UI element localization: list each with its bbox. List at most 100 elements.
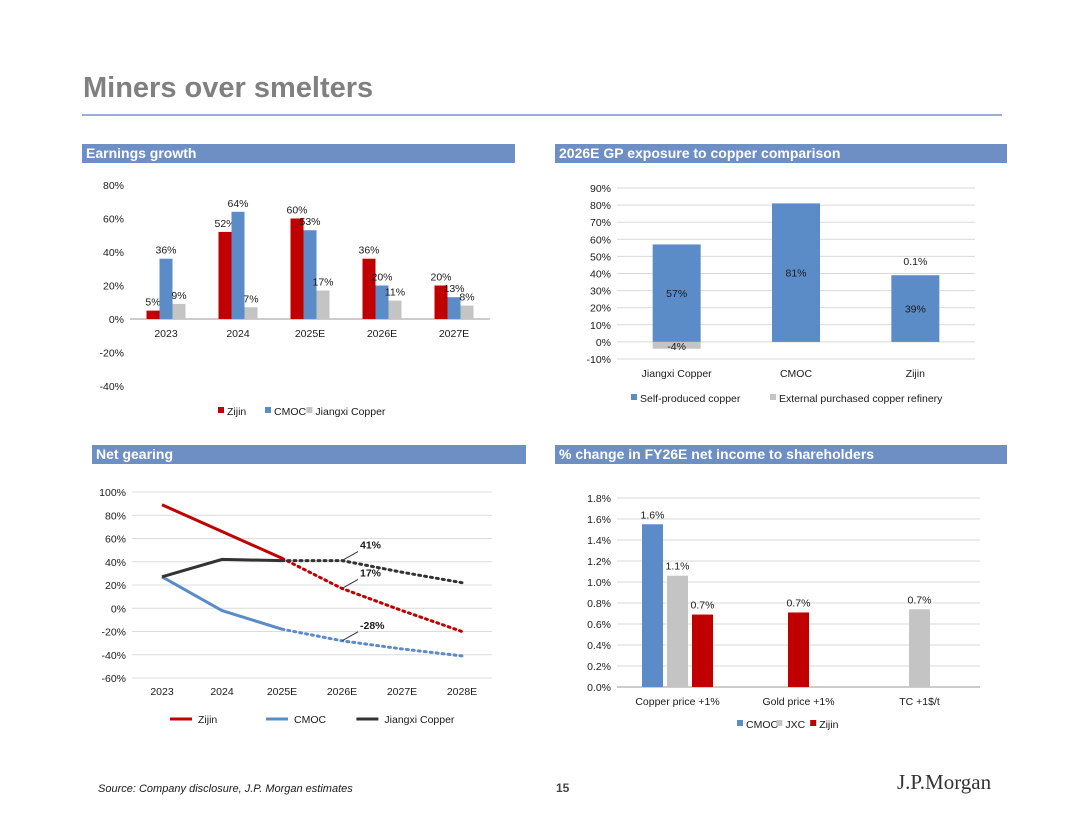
- sensitivity-bar: [692, 614, 713, 687]
- earnings-data-label: 53%: [299, 216, 320, 228]
- gp-data-label: 0.1%: [903, 256, 927, 268]
- gearing-chart-header: Net gearing: [92, 445, 526, 464]
- earnings-legend-swatch: [265, 407, 271, 413]
- earnings-ytick: 20%: [103, 281, 124, 293]
- earnings-legend-label: Jiangxi Copper: [315, 406, 386, 418]
- earnings-ytick: 60%: [103, 214, 124, 226]
- sensitivity-legend-label: Zijin: [819, 719, 838, 731]
- sensitivity-legend-swatch: [737, 720, 743, 726]
- gp-legend-label: Self-produced copper: [640, 393, 741, 405]
- gp-ytick: 10%: [590, 320, 611, 332]
- sensitivity-data-label: 1.6%: [641, 509, 665, 521]
- earnings-bar: [460, 305, 474, 319]
- earnings-data-label: 20%: [371, 272, 392, 284]
- earnings-data-label: 36%: [155, 245, 176, 257]
- earnings-category-label: 2026E: [367, 328, 397, 340]
- earnings-legend-label: Zijin: [227, 406, 246, 418]
- gp-ytick: 40%: [590, 269, 611, 281]
- earnings-ytick: -20%: [99, 348, 124, 360]
- earnings-legend-swatch: [306, 407, 313, 413]
- earnings-legend-label: CMOC: [274, 406, 306, 418]
- gearing-ytick: -60%: [101, 673, 126, 685]
- gp-data-label: 39%: [905, 304, 926, 316]
- sensitivity-ytick: 0.8%: [587, 598, 611, 610]
- gp-ytick: 70%: [590, 217, 611, 229]
- sensitivity-ytick: 0.4%: [587, 640, 611, 652]
- sensitivity-legend-label: CMOC: [746, 719, 778, 731]
- earnings-data-label: 7%: [243, 293, 258, 305]
- earnings-data-label: 11%: [385, 287, 405, 299]
- sensitivity-legend-label: JXC: [785, 719, 805, 731]
- sensitivity-ytick: 0.2%: [587, 661, 611, 673]
- gp-bar: [772, 203, 820, 342]
- sensitivity-category-label: Copper price +1%: [635, 696, 719, 708]
- sensitivity-bar: [788, 612, 809, 687]
- gp-ytick: 30%: [590, 286, 611, 298]
- sensitivity-ytick: 1.6%: [587, 514, 611, 526]
- brand-logo: J.P.Morgan: [897, 770, 992, 794]
- gearing-category-label: 2024: [210, 686, 234, 698]
- sensitivity-data-label: 0.7%: [908, 594, 932, 606]
- earnings-bar: [159, 258, 173, 319]
- gearing-line-forecast: [280, 559, 464, 585]
- earnings-data-label: 13%: [443, 283, 464, 295]
- gearing-line-forecast: [280, 556, 464, 633]
- gearing-legend-label: Zijin: [198, 714, 217, 726]
- gp-ytick: 0%: [596, 337, 611, 349]
- gp-ytick: 50%: [590, 251, 611, 263]
- earnings-data-label: 20%: [430, 272, 451, 284]
- sensitivity-ytick: 0.0%: [587, 682, 611, 694]
- earnings-bar: [316, 290, 330, 319]
- gp-legend-swatch: [770, 394, 776, 400]
- earnings-data-label: 9%: [171, 290, 186, 302]
- source-note: Source: Company disclosure, J.P. Morgan …: [98, 783, 353, 795]
- gearing-legend-label: Jiangxi Copper: [384, 714, 455, 726]
- gearing-legend-label: CMOC: [294, 714, 326, 726]
- gearing-category-label: 2026E: [327, 686, 357, 698]
- earnings-bar: [218, 231, 232, 319]
- gp-bar: [652, 341, 701, 349]
- gp-category-label: CMOC: [780, 368, 812, 380]
- earnings-data-label: 60%: [286, 205, 307, 217]
- gearing-ytick: -40%: [101, 650, 126, 662]
- sensitivity-ytick: 1.2%: [587, 556, 611, 568]
- gearing-category-label: 2025E: [267, 686, 297, 698]
- sensitivity-category-label: TC +1$/t: [899, 696, 940, 708]
- gp-data-label: 57%: [666, 288, 687, 300]
- sensitivity-ytick: 1.4%: [587, 535, 611, 547]
- gearing-ytick: 0%: [111, 603, 126, 615]
- earnings-category-label: 2027E: [439, 328, 469, 340]
- earnings-ytick: 40%: [103, 247, 124, 259]
- earnings-bar: [244, 307, 258, 319]
- earnings-legend-swatch: [218, 407, 224, 413]
- gearing-annotation: -28%: [360, 620, 385, 632]
- sensitivity-ytick: 1.0%: [587, 577, 611, 589]
- earnings-chart-header: Earnings growth: [82, 144, 515, 163]
- earnings-data-label: 36%: [358, 245, 379, 257]
- sensitivity-bar: [667, 575, 688, 687]
- sensitivity-ytick: 0.6%: [587, 619, 611, 631]
- sensitivity-data-label: 1.1%: [666, 561, 690, 573]
- gearing-ytick: -20%: [101, 627, 126, 639]
- sensitivity-category-label: Gold price +1%: [762, 696, 834, 708]
- sensitivity-bar: [642, 524, 663, 687]
- sensitivity-chart-header: % change in FY26E net income to sharehol…: [555, 445, 1007, 464]
- page-title: Miners over smelters: [83, 72, 374, 104]
- gearing-ytick: 100%: [99, 487, 126, 499]
- gearing-annotation: 17%: [360, 567, 382, 579]
- gp-ytick: 80%: [590, 200, 611, 212]
- earnings-category-label: 2025E: [295, 328, 325, 340]
- gearing-category-label: 2023: [150, 686, 174, 698]
- earnings-ytick: 0%: [109, 314, 124, 326]
- earnings-data-label: 52%: [214, 218, 235, 230]
- earnings-data-label: 17%: [312, 277, 333, 289]
- sensitivity-bar: [909, 609, 930, 687]
- sensitivity-legend-swatch: [810, 720, 817, 726]
- gearing-ytick: 80%: [105, 510, 126, 522]
- sensitivity-data-label: 0.7%: [691, 600, 715, 612]
- title-divider: [82, 114, 1002, 116]
- gearing-ytick: 20%: [105, 580, 126, 592]
- gp-data-label: 81%: [785, 268, 806, 280]
- gp-category-label: Zijin: [906, 368, 925, 380]
